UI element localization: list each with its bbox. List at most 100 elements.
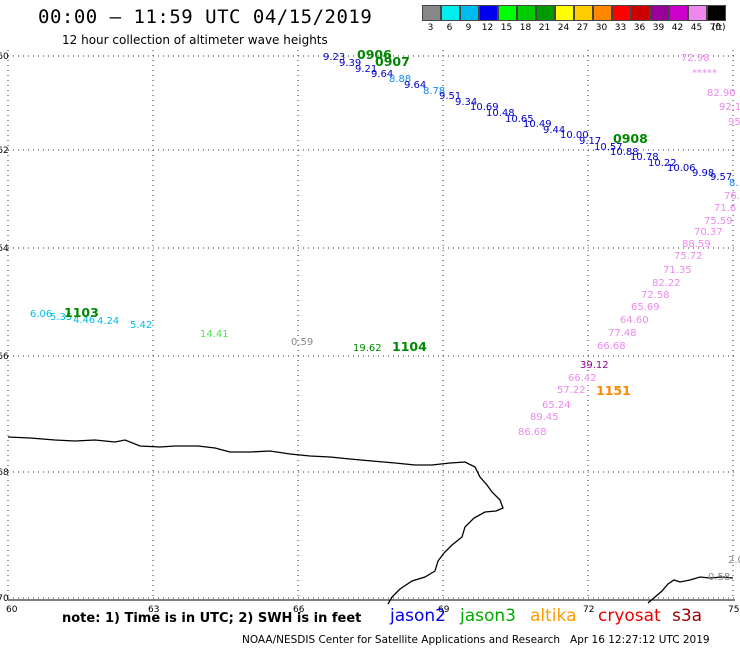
wave-height-value: 10.65 bbox=[505, 114, 534, 125]
wave-height-value: 14.41 bbox=[200, 329, 229, 340]
scale-label: 12 bbox=[481, 23, 494, 33]
scale-label: 24 bbox=[557, 23, 570, 33]
y-tick-label: -70 bbox=[0, 594, 9, 604]
wave-height-value: 76. bbox=[724, 191, 740, 202]
wave-height-value: 10.00 bbox=[560, 130, 589, 141]
scale-swatch bbox=[422, 5, 441, 21]
track-time-label: 1151 bbox=[596, 383, 631, 398]
scale-label: 39 bbox=[652, 23, 665, 33]
wave-height-value: 77.48 bbox=[608, 328, 637, 339]
wave-height-value: 10.49 bbox=[523, 119, 552, 130]
scale-label: 42 bbox=[671, 23, 684, 33]
satellite-altika: altika bbox=[530, 606, 577, 626]
footer-note: note: 1) Time is in UTC; 2) SWH is in fe… bbox=[62, 611, 362, 626]
scale-swatch bbox=[460, 5, 479, 21]
wave-height-value: 8.88 bbox=[389, 74, 411, 85]
wave-height-value: 71.35 bbox=[663, 265, 692, 276]
scale-swatch bbox=[536, 5, 555, 21]
y-tick-label: -60 bbox=[0, 52, 9, 62]
scale-label: 30 bbox=[595, 23, 608, 33]
scale-swatch bbox=[441, 5, 460, 21]
wave-height-value: 10.88 bbox=[610, 147, 639, 158]
scale-unit: (ft) bbox=[712, 23, 726, 33]
x-tick-label: 75 bbox=[728, 605, 739, 615]
wave-height-value: 65.24 bbox=[542, 400, 571, 411]
scale-swatch bbox=[631, 5, 650, 21]
wave-height-value: 82.22 bbox=[652, 278, 681, 289]
page-subtitle: 12 hour collection of altimeter wave hei… bbox=[62, 33, 328, 47]
scale-swatch bbox=[555, 5, 574, 21]
scale-label: 21 bbox=[538, 23, 551, 33]
wave-height-value: 72.58 bbox=[641, 290, 670, 301]
wave-height-value: 9.39 bbox=[339, 58, 361, 69]
wave-height-value: 72.98 bbox=[681, 53, 710, 64]
wave-height-value: 10.48 bbox=[486, 108, 515, 119]
coastline-path bbox=[7, 436, 504, 605]
track-time-label: 1103 bbox=[64, 305, 99, 320]
wave-height-value: 82.90 bbox=[707, 88, 736, 99]
scale-label: 45 bbox=[690, 23, 703, 33]
wave-height-value: 39.12 bbox=[580, 360, 609, 371]
wave-height-value: 10.69 bbox=[470, 102, 499, 113]
scale-label: 9 bbox=[465, 23, 472, 33]
scale-swatch bbox=[574, 5, 593, 21]
wave-height-value: 5.42 bbox=[130, 320, 152, 331]
footer-credit: NOAA/NESDIS Center for Satellite Applica… bbox=[242, 634, 710, 646]
wave-height-value: 9.44 bbox=[543, 125, 565, 136]
wave-height-value: 89.45 bbox=[530, 412, 559, 423]
wave-height-value: 9.17 bbox=[579, 136, 601, 147]
wave-height-value: 4.46 bbox=[73, 315, 95, 326]
satellite-jason2: jason2 bbox=[390, 606, 446, 626]
y-tick-label: -64 bbox=[0, 244, 9, 254]
scale-label: 70 bbox=[709, 23, 722, 33]
scale-swatch bbox=[707, 5, 726, 21]
wave-height-value: ***** bbox=[692, 68, 717, 79]
wave-height-value: 71.6 bbox=[714, 203, 736, 214]
x-tick-label: 66 bbox=[293, 605, 305, 615]
wave-height-value: 92.1 bbox=[719, 102, 740, 113]
scale-swatch bbox=[650, 5, 669, 21]
wave-height-value: 9.57 bbox=[710, 172, 732, 183]
scale-swatch bbox=[498, 5, 517, 21]
scale-label: 3 bbox=[427, 23, 434, 33]
wave-height-value: 5.35 bbox=[50, 312, 72, 323]
scale-label: 36 bbox=[633, 23, 646, 33]
wave-height-value: 19.62 bbox=[353, 343, 382, 354]
observations-layer: 9.239.399.219.64090609078.889.648.789.51… bbox=[30, 47, 740, 583]
wave-height-value: 9.64 bbox=[404, 80, 426, 91]
wave-height-value: 66.68 bbox=[597, 341, 626, 352]
wave-height-value: 70.37 bbox=[694, 227, 723, 238]
map-grid bbox=[7, 50, 735, 601]
wave-height-value: 9.51 bbox=[439, 91, 461, 102]
wave-height-value: 75.72 bbox=[674, 251, 703, 262]
x-tick-label: 69 bbox=[438, 605, 450, 615]
track-time-label: 0907 bbox=[375, 54, 410, 69]
wave-height-value: 86.68 bbox=[518, 427, 547, 438]
timestamp-text: Apr 16 12:27:12 UTC 2019 bbox=[570, 634, 710, 646]
coastline-path-east bbox=[647, 576, 734, 604]
satellite-jason3: jason3 bbox=[460, 606, 516, 626]
wave-height-value: 4.24 bbox=[97, 316, 119, 327]
scale-swatch bbox=[688, 5, 707, 21]
credit-text: NOAA/NESDIS Center for Satellite Applica… bbox=[242, 634, 560, 646]
wave-height-value: 57.22 bbox=[557, 385, 586, 396]
scale-label: 6 bbox=[446, 23, 453, 33]
wave-height-value: 65.69 bbox=[631, 302, 660, 313]
scale-label: 33 bbox=[614, 23, 627, 33]
track-time-label: 0906 bbox=[357, 47, 392, 62]
scale-label: 18 bbox=[519, 23, 532, 33]
satellite-s3a: s3a bbox=[672, 606, 703, 626]
wave-height-value: 10.57 bbox=[594, 142, 623, 153]
wave-height-value: 8. bbox=[729, 178, 739, 189]
scale-swatch bbox=[517, 5, 536, 21]
wave-height-value: 95 bbox=[728, 117, 740, 128]
scale-swatch bbox=[593, 5, 612, 21]
wave-height-value: 9.98 bbox=[692, 168, 714, 179]
x-tick-label: 72 bbox=[583, 605, 594, 615]
wave-height-value: 88.59 bbox=[682, 239, 711, 250]
scale-swatch bbox=[669, 5, 688, 21]
wave-height-value: 9.34 bbox=[455, 97, 477, 108]
wave-height-value: 10.06 bbox=[667, 163, 696, 174]
wave-height-value: 2.0 bbox=[728, 555, 740, 566]
